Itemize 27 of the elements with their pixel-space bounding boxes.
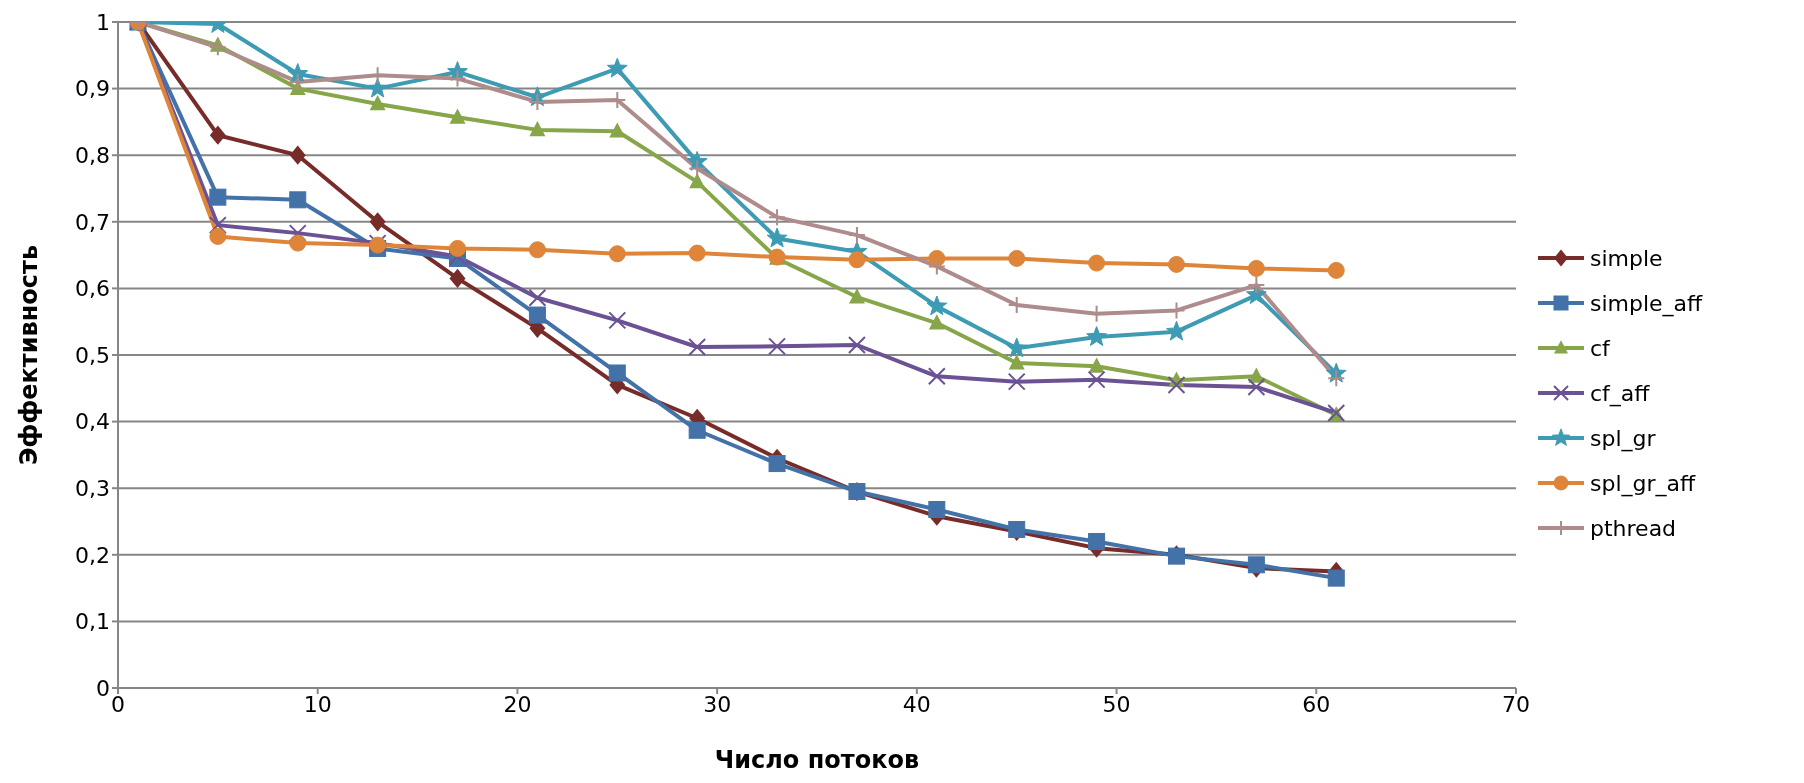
- y-tick-label: 0,7: [75, 209, 110, 235]
- x-tick-label: 60: [1302, 691, 1331, 717]
- y-tick-label: 0,1: [75, 609, 110, 635]
- legend-label: cf: [1590, 335, 1610, 361]
- x-tick-label: 20: [503, 691, 532, 717]
- x-tick-label: 40: [902, 691, 931, 717]
- y-tick-label: 0,9: [75, 76, 110, 102]
- y-tick-label: 0,4: [75, 409, 110, 435]
- y-axis-title: Эффективность: [14, 244, 43, 466]
- legend-label: spl_gr_aff: [1590, 470, 1696, 496]
- legend-label: spl_gr: [1590, 425, 1656, 451]
- y-tick-label: 0,3: [75, 476, 110, 502]
- x-axis-title: Число потоков: [714, 746, 920, 774]
- x-tick-label: 30: [703, 691, 732, 717]
- y-tick-label: 0,2: [75, 542, 110, 568]
- legend-label: simple_aff: [1590, 290, 1703, 316]
- y-tick-label: 0,6: [75, 276, 110, 302]
- legend-label: pthread: [1590, 515, 1677, 541]
- legend-label: cf_aff: [1590, 380, 1650, 406]
- y-tick-label: 1: [96, 9, 110, 35]
- x-tick-label: 10: [303, 691, 332, 717]
- y-tick-label: 0,8: [75, 143, 110, 169]
- x-tick-label: 70: [1502, 691, 1530, 717]
- legend-label: simple: [1590, 245, 1663, 271]
- x-tick-label: 50: [1102, 691, 1131, 717]
- y-tick-label: 0: [96, 675, 110, 701]
- y-tick-label: 0,5: [75, 342, 110, 368]
